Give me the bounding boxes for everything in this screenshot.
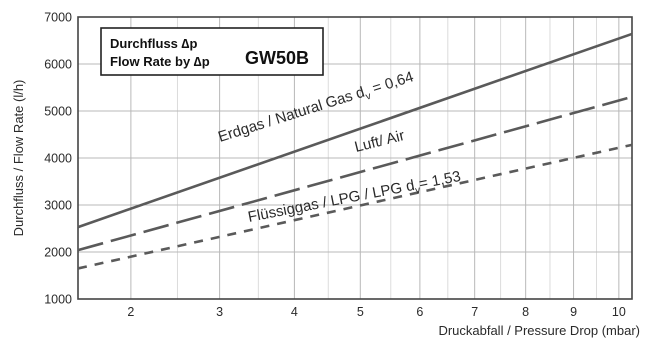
series-label-luft-air: Luft/ Air xyxy=(353,127,406,156)
series-line-fl-ssiggas-lpg-lpg-d xyxy=(77,143,633,270)
x-tick-labels: 2 3 4 5 6 7 8 9 10 xyxy=(127,305,625,319)
y-tick-label: 4000 xyxy=(44,152,72,166)
x-tick-label: 8 xyxy=(522,305,529,319)
series-label-fl-ssiggas-lpg-lpg-d: Flüssiggas / LPG / LPG dv= 1,53 xyxy=(247,168,463,229)
y-axis-title: Durchfluss / Flow Rate (l/h) xyxy=(11,80,26,237)
model-name: GW50B xyxy=(245,48,309,68)
series-line-luft-air xyxy=(77,95,633,252)
x-tick-label: 2 xyxy=(127,305,134,319)
y-tick-labels: 1000 2000 3000 4000 5000 6000 7000 xyxy=(44,11,72,307)
x-axis-title: Druckabfall / Pressure Drop (mbar) xyxy=(438,323,640,338)
y-tick-label: 3000 xyxy=(44,199,72,213)
series-line-erdgas-natural-gas-d xyxy=(77,32,633,229)
x-tick-label: 6 xyxy=(416,305,423,319)
title-box: Durchfluss ∆p Flow Rate by ∆p GW50B xyxy=(100,27,324,76)
x-tick-label: 10 xyxy=(612,305,626,319)
x-tick-label: 5 xyxy=(357,305,364,319)
y-tick-label: 7000 xyxy=(44,11,72,25)
y-tick-label: 2000 xyxy=(44,246,72,260)
series-lines xyxy=(77,32,633,270)
chart-title-line-2: Flow Rate by ∆p xyxy=(110,54,210,69)
y-tick-label: 1000 xyxy=(44,293,72,307)
chart-title-line-1: Durchfluss ∆p xyxy=(110,36,197,51)
y-tick-label: 5000 xyxy=(44,105,72,119)
title-box-border xyxy=(100,27,324,76)
plot-frame xyxy=(77,16,633,300)
x-tick-label: 9 xyxy=(570,305,577,319)
grid xyxy=(78,17,632,299)
x-tick-label: 7 xyxy=(471,305,478,319)
x-tick-label: 3 xyxy=(216,305,223,319)
x-tick-label: 4 xyxy=(291,305,298,319)
y-tick-label: 6000 xyxy=(44,58,72,72)
